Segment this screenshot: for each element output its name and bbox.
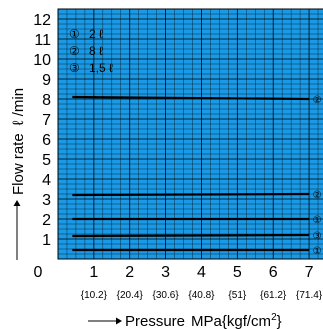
x-axis-unit-superscript: 2 [271, 312, 277, 323]
x-tick-label: 1 [89, 264, 98, 281]
series-marker-label: ③ [313, 231, 322, 242]
y-tick-label: 8 [42, 92, 51, 109]
grid [58, 9, 323, 259]
series-marker-label: ① [313, 246, 322, 257]
legend-label: 1,5 ℓ [89, 61, 113, 75]
x-tick-label: 7 [305, 264, 314, 281]
legend-marker: ① [69, 27, 80, 41]
x-axis-unit: MPa{kgf/cm [191, 313, 271, 329]
x-subtick-label: {10.2} [81, 290, 108, 301]
x-subtick-label: {30.6} [153, 290, 180, 301]
x-subtick-label: {51} [228, 290, 246, 301]
x-axis-arrow-head [116, 317, 122, 325]
origin-label: 0 [34, 264, 43, 281]
series-line [72, 192, 310, 197]
y-tick-label: 6 [42, 132, 51, 149]
y-axis-title: Flow rate ℓ /min [10, 88, 27, 195]
legend-marker: ② [69, 44, 80, 58]
y-tick-label: 5 [42, 152, 51, 169]
x-tick-label: 6 [269, 264, 278, 281]
legend-label: 2 ℓ [89, 27, 103, 41]
y-axis-arrow-head [13, 200, 21, 206]
y-tick-label: 2 [42, 212, 51, 229]
series-markers: ② ② ① ③ ① [313, 95, 322, 257]
series-marker-label: ② [313, 95, 322, 106]
x-tick-label: 2 [125, 264, 134, 281]
legend-label: 8 ℓ [89, 44, 103, 58]
x-subtick-label: {61.2} [260, 290, 287, 301]
x-tick-label: 4 [197, 264, 206, 281]
y-tick-label: 7 [42, 112, 51, 129]
y-tick-label: 9 [42, 72, 51, 89]
y-tick-label: 1 [42, 232, 51, 249]
y-axis-unit: ℓ /min [10, 88, 27, 125]
x-axis-ticks: 1 {10.2} 2 {20.4} 3 {30.6} 4 {40.8} 5 {51} 6 {61.2}… [81, 264, 323, 301]
x-tick-label: 5 [233, 264, 242, 281]
series-lines [72, 95, 310, 252]
legend-marker: ③ [69, 61, 80, 75]
x-subtick-label: {20.4} [117, 290, 144, 301]
x-axis-unit-close: } [277, 313, 282, 329]
y-tick-label: 4 [42, 172, 51, 189]
series-marker-label: ① [313, 215, 322, 226]
x-axis-title: Pressure MPa{kgf/cm2} [125, 312, 282, 329]
y-tick-label: 10 [33, 52, 51, 69]
y-tick-label: 3 [42, 192, 51, 209]
series-marker-label: ② [313, 190, 322, 201]
x-subtick-label: {71.4} [296, 290, 323, 301]
plot-frame [57, 8, 323, 260]
y-tick-label: 12 [33, 12, 51, 29]
series-line [72, 233, 310, 238]
x-axis-label: Pressure [125, 313, 185, 329]
legend: ① 2 ℓ ② 8 ℓ ③ 1,5 ℓ [69, 27, 113, 75]
x-subtick-label: {40.8} [188, 290, 215, 301]
y-axis-label: Flow rate [10, 133, 27, 195]
y-tick-label: 11 [34, 32, 51, 49]
series-line [72, 95, 310, 101]
x-tick-label: 3 [161, 264, 170, 281]
